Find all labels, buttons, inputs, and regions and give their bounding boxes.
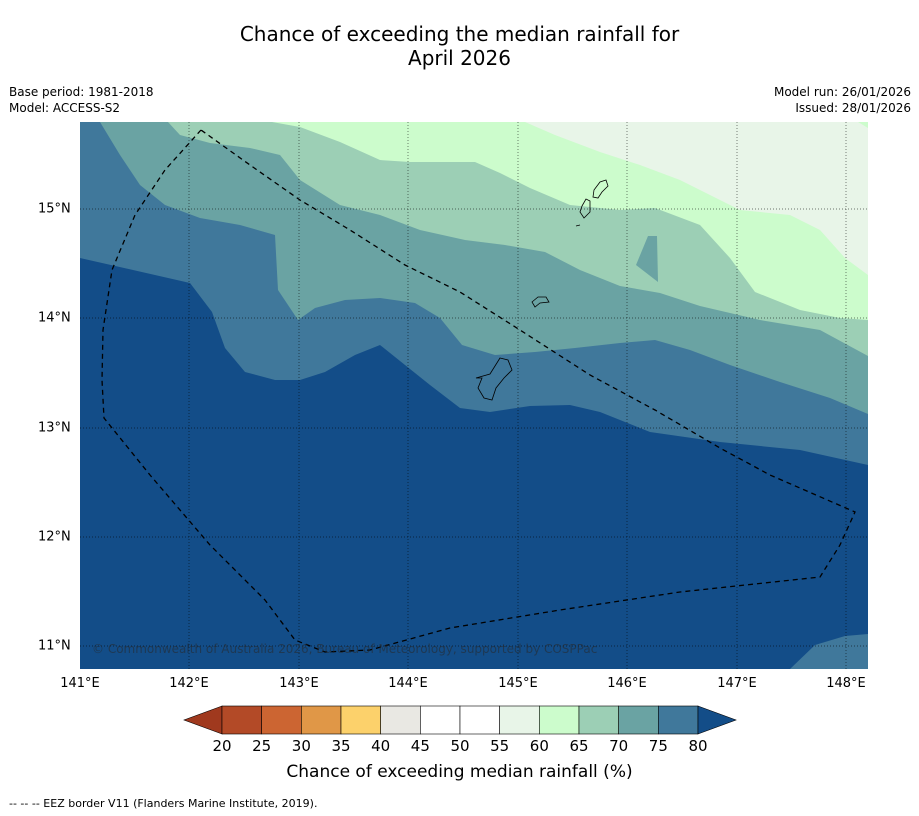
colorbar-under-arrow — [183, 705, 223, 735]
colorbar-box — [618, 705, 659, 735]
colorbar-tick-label: 65 — [569, 737, 589, 755]
colorbar-box — [578, 705, 619, 735]
island-saipan — [592, 179, 609, 199]
model-run: Model run: 26/01/2026 — [773, 85, 911, 99]
issued-date: Issued: 28/01/2026 — [795, 101, 911, 115]
lon-label-142: 142°E — [169, 676, 209, 691]
colorbar-box — [459, 705, 500, 735]
lat-label-13: 13°N — [38, 420, 71, 436]
lon-label-147: 147°E — [717, 676, 757, 691]
colorbar-tick-label: 40 — [371, 737, 391, 755]
colorbar-box — [539, 705, 580, 735]
map-title: Chance of exceeding the median rainfall … — [0, 22, 919, 70]
contour-70-75-patch — [636, 236, 658, 282]
colorbar-tick-label: 25 — [252, 737, 272, 755]
colorbar-tick-label: 45 — [410, 737, 430, 755]
contour-75-80-patch — [790, 634, 868, 669]
contour-55-60 — [525, 122, 868, 275]
colorbar-tick-label: 70 — [609, 737, 629, 755]
island-aguijan — [575, 224, 581, 227]
colorbar-box — [499, 705, 540, 735]
colorbar-tick-label: 35 — [331, 737, 351, 755]
graticule — [80, 122, 868, 669]
model-name: Model: ACCESS-S2 — [9, 101, 121, 115]
lon-label-141: 141°E — [60, 676, 100, 691]
lon-label-145: 145°E — [498, 676, 538, 691]
lat-label-12: 12°N — [38, 529, 71, 545]
lon-label-148: 148°E — [826, 676, 866, 691]
contour-over-80 — [80, 258, 868, 669]
colorbar — [183, 705, 737, 735]
colorbar-tick-label: 30 — [291, 737, 311, 755]
title-line-1: Chance of exceeding the median rainfall … — [239, 22, 680, 46]
copyright-notice: © Commonwealth of Australia 2026, Bureau… — [92, 642, 598, 656]
colorbar-box — [221, 705, 262, 735]
base-period: Base period: 1981-2018 — [9, 85, 154, 99]
title-line-2: April 2026 — [408, 46, 511, 70]
colorbar-tick-label: 80 — [688, 737, 708, 755]
eez-footnote: -- -- -- EEZ border V11 (Flanders Marine… — [9, 797, 318, 810]
colorbar-tick-label: 55 — [490, 737, 510, 755]
colorbar-box — [420, 705, 461, 735]
meta-left: Base period: 1981-2018 Model: ACCESS-S2 — [9, 84, 154, 116]
colorbar-tick-label: 20 — [212, 737, 232, 755]
lat-label-14: 14°N — [38, 310, 71, 326]
colorbar-box — [261, 705, 302, 735]
colorbar-box — [340, 705, 381, 735]
colorbar-box — [301, 705, 342, 735]
island-tinian — [579, 198, 591, 219]
colorbar-tick-label: 50 — [450, 737, 470, 755]
colorbar-over-arrow — [697, 705, 737, 735]
lon-label-146: 146°E — [607, 676, 647, 691]
lon-label-144: 144°E — [388, 676, 428, 691]
colorbar-label: Chance of exceeding median rainfall (%) — [286, 762, 633, 782]
colorbar-box — [658, 705, 699, 735]
colorbar-tick-label: 60 — [529, 737, 549, 755]
lat-label-11: 11°N — [38, 638, 71, 654]
island-guam — [475, 357, 513, 401]
meta-right: Model run: 26/01/2026 Issued: 28/01/2026 — [774, 84, 911, 116]
lon-label-143: 143°E — [279, 676, 319, 691]
island-rota — [531, 296, 550, 308]
rainfall-contours — [80, 122, 868, 669]
colorbar-tick-label: 75 — [648, 737, 668, 755]
islands — [475, 179, 609, 401]
colorbar-box — [380, 705, 421, 735]
lat-label-15: 15°N — [38, 201, 71, 217]
